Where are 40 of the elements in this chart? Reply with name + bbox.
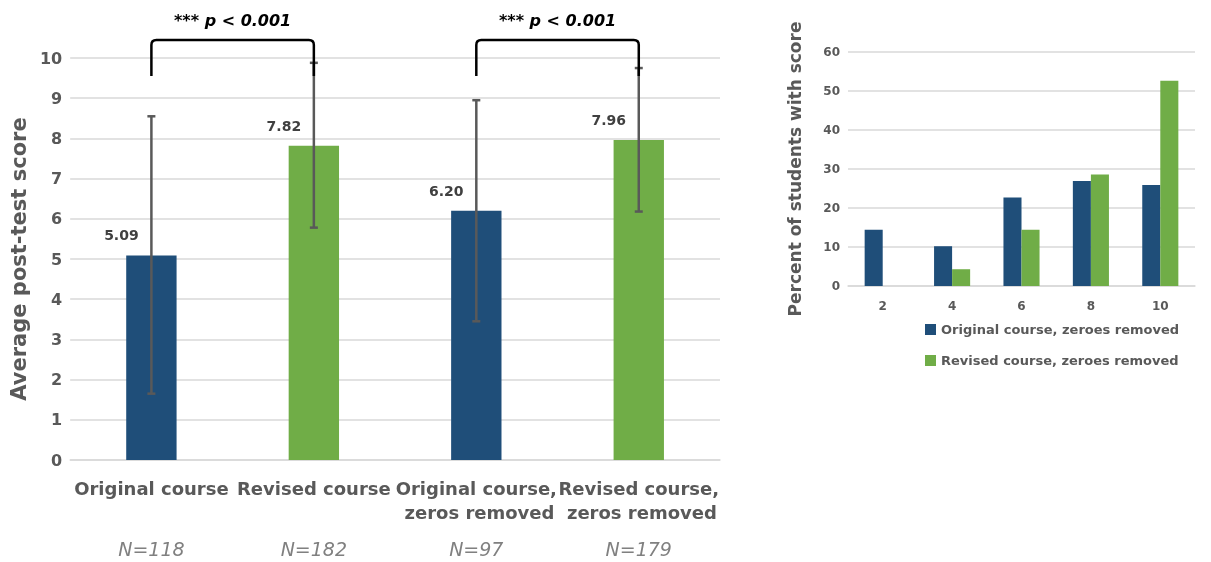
y-axis-title: Average post-test score [6, 117, 31, 401]
y-tick-label: 20 [823, 201, 840, 215]
data-label: 7.82 [266, 117, 302, 134]
y-tick-label: 50 [823, 84, 840, 98]
text: N=97 [449, 538, 504, 560]
y-tick-label: 2 [51, 370, 63, 390]
text: N=179 [605, 538, 672, 560]
y-tick-label: 1 [51, 410, 63, 430]
y-tick-label: 8 [51, 128, 63, 148]
x-tick-label: 10 [1151, 299, 1169, 313]
x-tick-label: 4 [947, 299, 957, 313]
x-tick-label: 6 [1017, 299, 1026, 313]
y-tick-label: 3 [51, 329, 63, 349]
legend-label: Original course, zeroes removed [941, 322, 1180, 337]
y-tick-label: 6 [51, 209, 63, 229]
y-tick-label: 0 [51, 450, 63, 470]
y-tick-label: 0 [831, 279, 840, 293]
legend-label: Revised course, zeroes removed [941, 353, 1179, 368]
x-tick-label: 2 [878, 299, 887, 313]
data-label: 7.96 [591, 112, 627, 129]
y-tick-label: 60 [823, 45, 840, 59]
y-tick-label: 30 [823, 162, 840, 176]
text: N=118 [118, 538, 185, 560]
y-tick-label: 5 [51, 249, 63, 269]
data-label: 5.09 [104, 227, 139, 244]
text: *** p < 0.001 [498, 10, 617, 30]
y-axis-title: Percent of students with score [785, 21, 805, 317]
x-tick-label: Original course [74, 477, 229, 499]
text: N=182 [280, 538, 348, 560]
y-tick-label: 40 [823, 123, 840, 137]
y-tick-label: 7 [51, 169, 63, 189]
y-tick-label: 10 [823, 240, 840, 254]
text: *** p < 0.001 [173, 10, 292, 30]
y-tick-label: 9 [51, 88, 63, 108]
data-label: 6.20 [429, 182, 464, 199]
x-tick-label: 8 [1086, 299, 1096, 313]
y-tick-label: 10 [39, 48, 63, 68]
x-tick-label: Original course, zeros removed [395, 477, 557, 523]
x-tick-label: Revised course [237, 477, 391, 499]
x-tick-label: Revised course, zeros removed [558, 477, 720, 523]
